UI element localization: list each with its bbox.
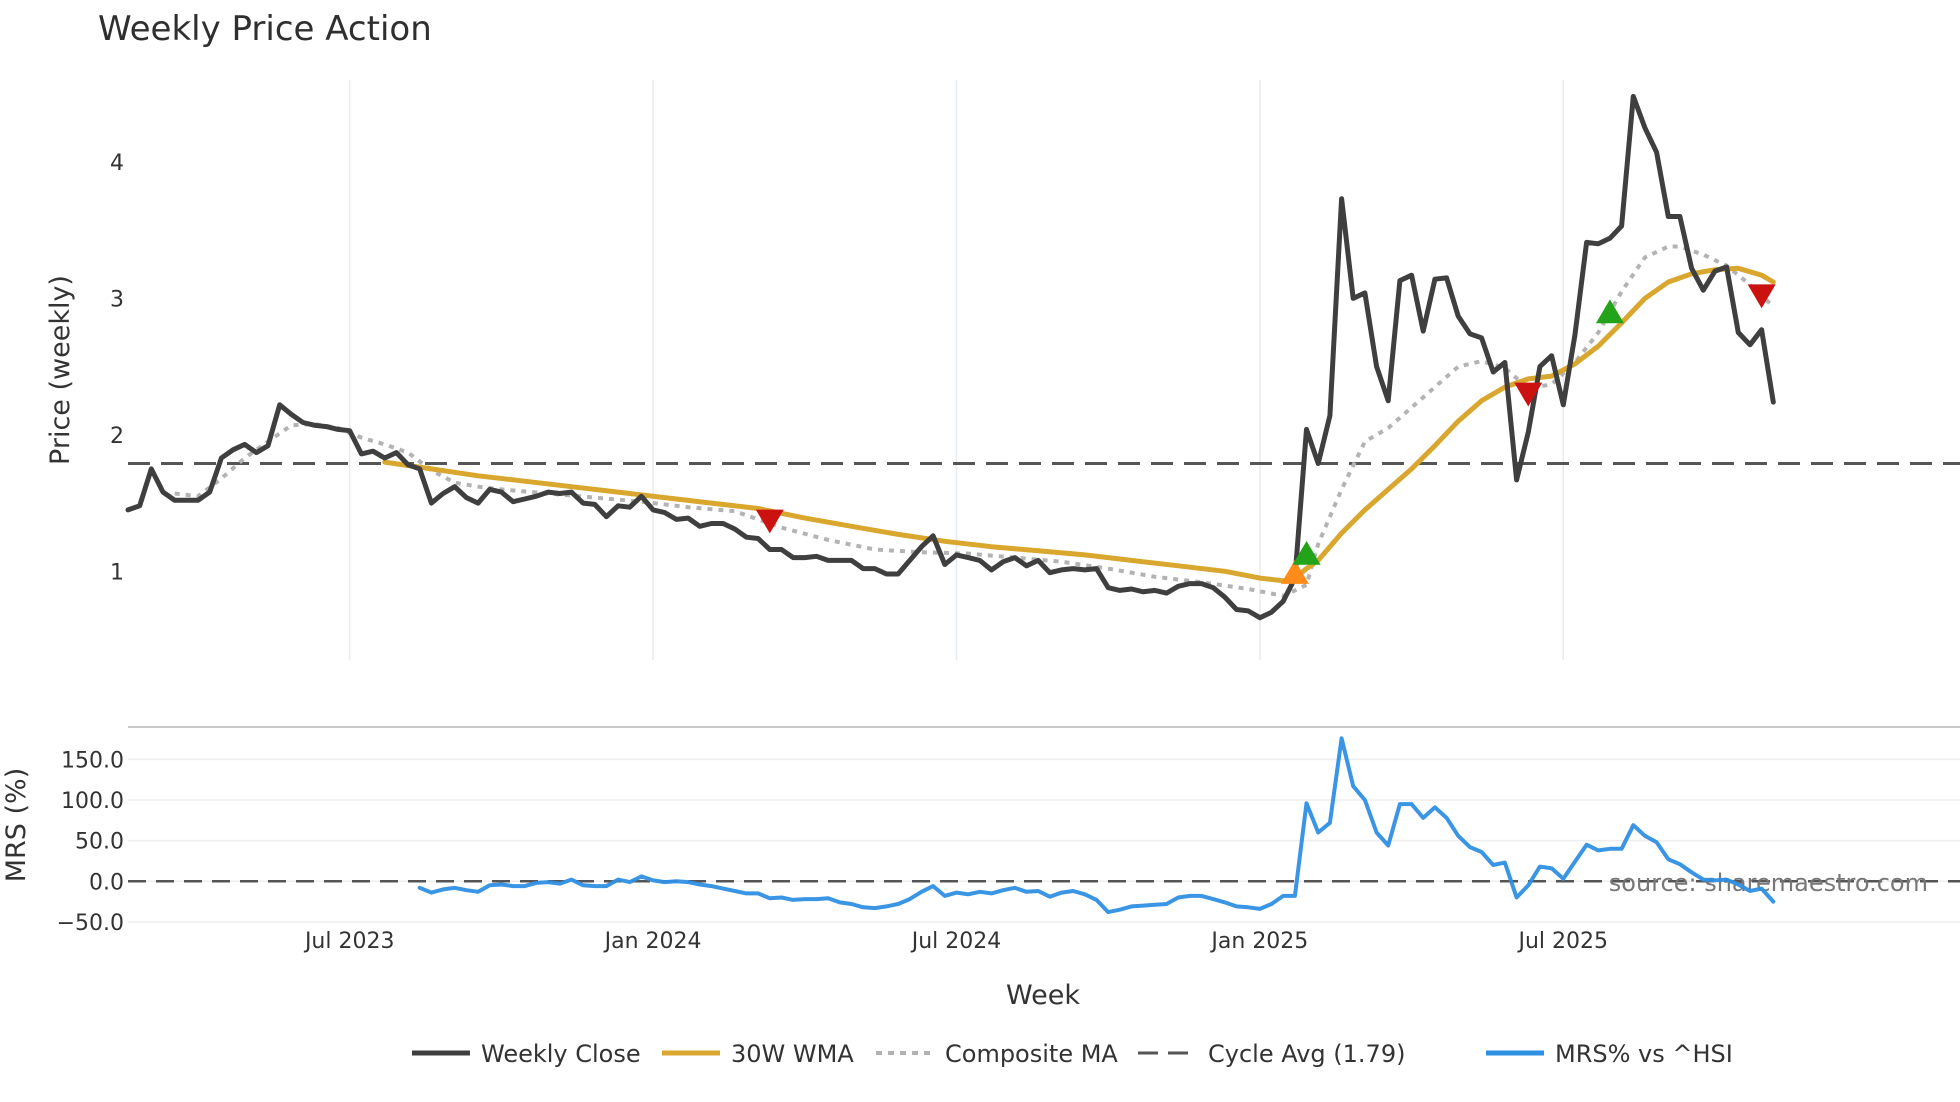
sell-signal-marker <box>755 509 784 534</box>
sell-signal-marker <box>1514 382 1543 407</box>
legend-item-weekly-close: Weekly Close <box>412 1040 641 1068</box>
legend-item-mrs: MRS% vs ^HSI <box>1486 1040 1733 1068</box>
legend-label: Weekly Close <box>481 1040 641 1068</box>
series-comp-line <box>174 244 1775 598</box>
mrs-panel: 150.0 100.0 50.0 0.0 −50.0 MRS (%) sourc… <box>1 736 1960 936</box>
source-credit: source: sharemaestro.com <box>1609 869 1928 897</box>
buy-signal-marker <box>1595 299 1624 324</box>
mrs-tick-label: 50.0 <box>75 830 124 855</box>
buy-signal-marker <box>1292 540 1321 565</box>
mrs-tick-label: 0.0 <box>89 870 124 895</box>
signal-markers <box>755 284 1776 584</box>
legend-label: Composite MA <box>945 1040 1118 1068</box>
price-tick-label: 4 <box>110 151 124 176</box>
mrs-series <box>417 736 1776 915</box>
price-panel: 1 2 3 4 Price (weekly) <box>45 80 1960 660</box>
buy-signal-marker <box>1280 560 1309 584</box>
x-axis-label: Week <box>1006 980 1080 1011</box>
x-tick-label: Jul 2025 <box>1516 929 1608 954</box>
series-close-line <box>125 93 1776 621</box>
series-wma-line <box>382 265 1776 584</box>
chart-title: Weekly Price Action <box>98 9 432 49</box>
x-tick-label: Jan 2024 <box>603 929 702 954</box>
price-y-ticks: 1 2 3 4 <box>110 151 124 585</box>
legend-label: MRS% vs ^HSI <box>1555 1040 1733 1068</box>
price-gridlines <box>348 80 1565 660</box>
price-y-axis-label: Price (weekly) <box>45 275 76 465</box>
mrs-y-axis-label: MRS (%) <box>1 768 32 883</box>
legend-label: Cycle Avg (1.79) <box>1208 1040 1405 1068</box>
legend-item-composite-ma: Composite MA <box>876 1040 1118 1068</box>
price-tick-label: 3 <box>110 287 124 312</box>
mrs-y-ticks: 150.0 100.0 50.0 0.0 −50.0 <box>57 748 124 936</box>
mrs-tick-label: −50.0 <box>57 911 124 936</box>
legend-item-cycle-avg: Cycle Avg (1.79) <box>1138 1040 1405 1068</box>
price-tick-label: 2 <box>110 424 124 449</box>
price-tick-label: 1 <box>110 560 124 585</box>
series-mrs-line <box>417 736 1776 915</box>
mrs-tick-label: 100.0 <box>61 789 124 814</box>
x-tick-label: Jan 2025 <box>1209 929 1308 954</box>
legend-item-30w-wma: 30W WMA <box>662 1040 854 1068</box>
mrs-tick-label: 150.0 <box>61 748 124 773</box>
x-tick-label: Jul 2023 <box>303 929 395 954</box>
legend: Weekly Close 30W WMA Composite MA Cycle … <box>412 1040 1733 1068</box>
x-axis-ticks: Jul 2023 Jan 2024 Jan 2025 Jul 2024 Jul … <box>303 929 1608 954</box>
sell-signal-marker <box>1747 284 1776 309</box>
legend-label: 30W WMA <box>731 1040 854 1068</box>
x-tick-label: Jul 2024 <box>910 929 1002 954</box>
price-series <box>125 93 1776 621</box>
